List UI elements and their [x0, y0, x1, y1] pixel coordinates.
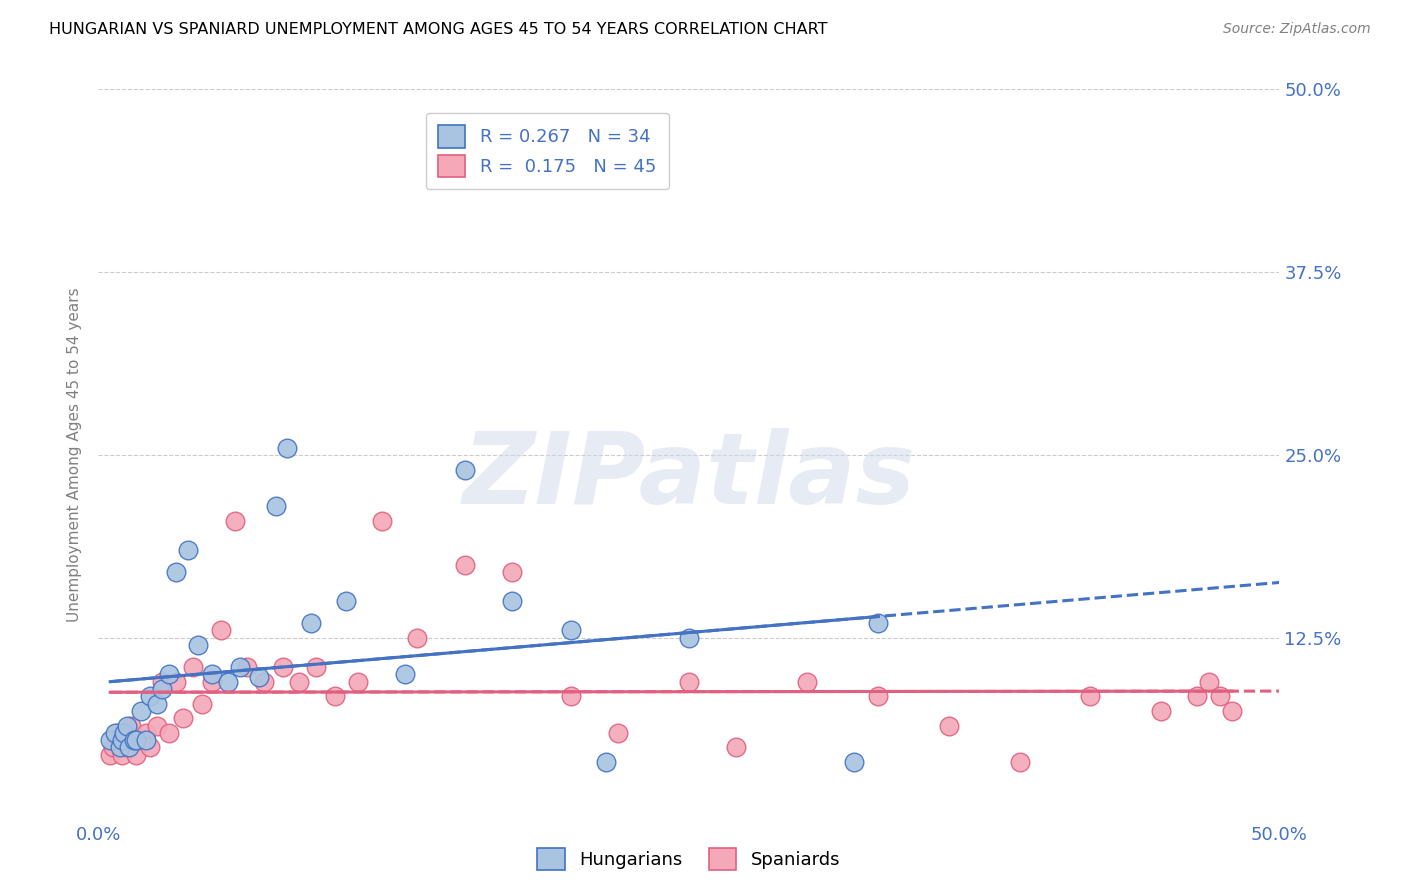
Point	[122, 733, 145, 747]
Point	[135, 733, 157, 747]
Point	[323, 690, 346, 704]
Point	[938, 718, 960, 732]
Point	[1220, 704, 1243, 718]
Point	[209, 624, 232, 638]
Point	[217, 674, 239, 689]
Point	[725, 740, 748, 755]
Point	[129, 733, 152, 747]
Point	[1080, 690, 1102, 704]
Point	[165, 674, 187, 689]
Point	[1185, 690, 1208, 704]
Point	[678, 631, 700, 645]
Point	[236, 660, 259, 674]
Point	[866, 690, 889, 704]
Point	[453, 558, 475, 572]
Point	[560, 690, 582, 704]
Point	[796, 674, 818, 689]
Point	[288, 674, 311, 689]
Point	[406, 631, 429, 645]
Point	[678, 674, 700, 689]
Point	[305, 660, 328, 674]
Point	[844, 755, 866, 769]
Text: Source: ZipAtlas.com: Source: ZipAtlas.com	[1223, 22, 1371, 37]
Point	[146, 718, 169, 732]
Point	[595, 755, 617, 769]
Point	[299, 616, 322, 631]
Point	[181, 660, 204, 674]
Point	[139, 740, 162, 755]
Point	[98, 747, 121, 762]
Point	[264, 499, 287, 513]
Point	[118, 740, 141, 755]
Point	[111, 733, 134, 747]
Point	[105, 726, 128, 740]
Point	[187, 638, 209, 652]
Point	[139, 690, 162, 704]
Point	[1209, 690, 1232, 704]
Point	[177, 543, 200, 558]
Point	[104, 726, 127, 740]
Point	[394, 667, 416, 681]
Point	[146, 697, 169, 711]
Point	[224, 514, 246, 528]
Point	[347, 674, 370, 689]
Point	[276, 441, 298, 455]
Legend: Hungarians, Spaniards: Hungarians, Spaniards	[530, 841, 848, 878]
Text: ZIPatlas: ZIPatlas	[463, 428, 915, 525]
Point	[157, 726, 180, 740]
Point	[271, 660, 294, 674]
Point	[1198, 674, 1220, 689]
Point	[172, 711, 194, 725]
Point	[201, 667, 224, 681]
Point	[115, 740, 138, 755]
Point	[1008, 755, 1031, 769]
Point	[371, 514, 394, 528]
Point	[98, 733, 121, 747]
Point	[121, 718, 143, 732]
Point	[191, 697, 214, 711]
Point	[112, 726, 135, 740]
Point	[201, 674, 224, 689]
Point	[165, 565, 187, 579]
Point	[125, 733, 148, 747]
Point	[157, 667, 180, 681]
Point	[866, 616, 889, 631]
Point	[253, 674, 276, 689]
Point	[115, 718, 138, 732]
Point	[453, 462, 475, 476]
Point	[335, 594, 357, 608]
Point	[229, 660, 252, 674]
Text: HUNGARIAN VS SPANIARD UNEMPLOYMENT AMONG AGES 45 TO 54 YEARS CORRELATION CHART: HUNGARIAN VS SPANIARD UNEMPLOYMENT AMONG…	[49, 22, 828, 37]
Point	[125, 747, 148, 762]
Point	[247, 670, 270, 684]
Point	[501, 565, 523, 579]
Point	[135, 726, 157, 740]
Point	[150, 674, 173, 689]
Point	[150, 681, 173, 696]
Point	[560, 624, 582, 638]
Point	[1150, 704, 1173, 718]
Point	[607, 726, 630, 740]
Point	[501, 594, 523, 608]
Point	[108, 740, 131, 755]
Point	[101, 740, 124, 755]
Y-axis label: Unemployment Among Ages 45 to 54 years: Unemployment Among Ages 45 to 54 years	[67, 287, 83, 623]
Point	[111, 747, 134, 762]
Point	[129, 704, 152, 718]
